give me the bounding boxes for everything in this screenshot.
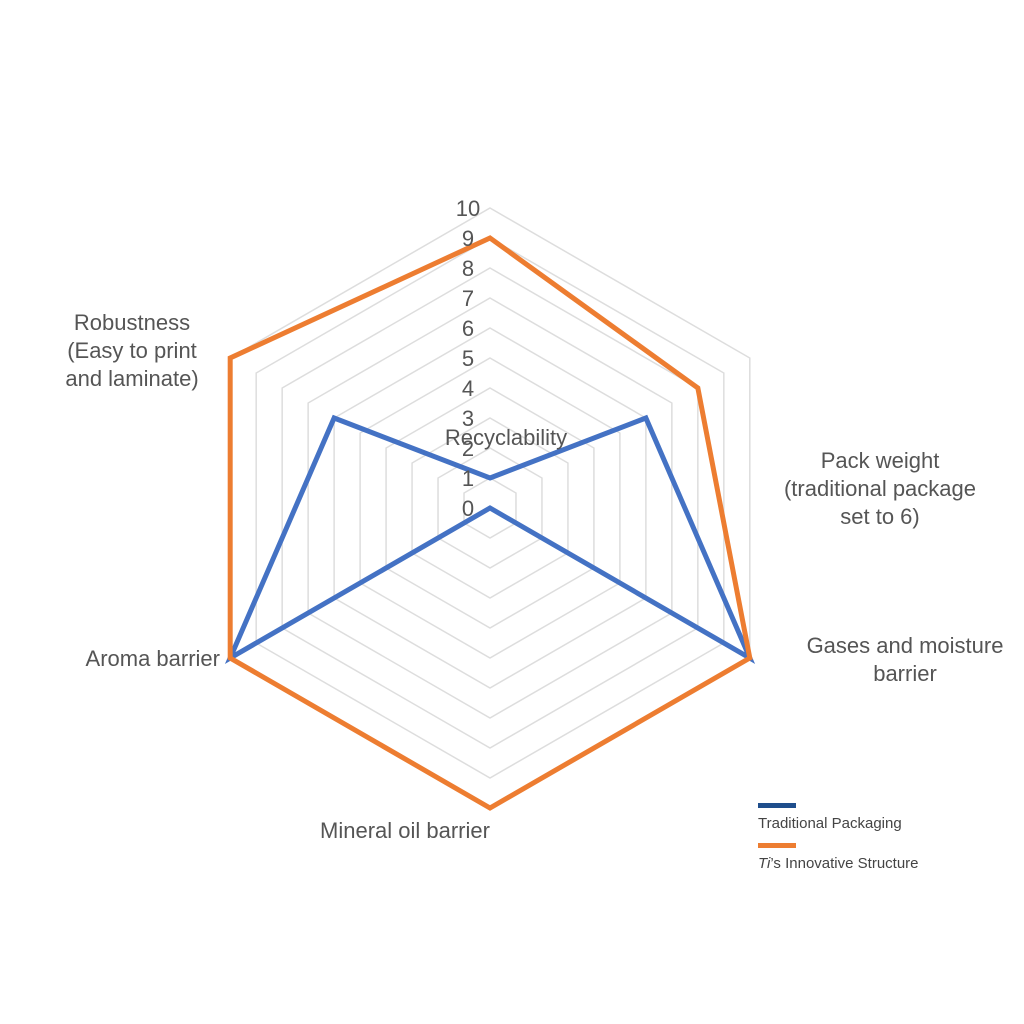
series-line-0 (224, 414, 756, 664)
tick-label: 8 (462, 256, 474, 281)
grid-ring-2 (437, 447, 543, 569)
axis-label: Gases and moisture barrier (807, 633, 1004, 686)
tick-label: 9 (462, 226, 474, 251)
grid-ring-5 (359, 357, 621, 659)
legend-swatch-innovative (758, 843, 796, 848)
axis-label: Recyclability (445, 425, 567, 450)
axis-labels: Recyclability Pack weight (traditional pac… (65, 310, 1003, 843)
tick-label: 0 (462, 496, 474, 521)
legend-label-innovative-italic: Ti (758, 855, 771, 872)
legend-label-innovative: Ti’s Innovative Structure (758, 855, 919, 872)
legend-item-innovative: Ti’s Innovative Structure (758, 840, 1018, 880)
grid-ring-7 (307, 297, 673, 719)
tick-label: 10 (456, 196, 480, 221)
grid-ring-1 (463, 477, 517, 539)
legend: Traditional Packaging Ti’s Innovative St… (758, 800, 1018, 880)
legend-item-traditional: Traditional Packaging (758, 800, 1018, 840)
tick-label: 2 (462, 436, 474, 461)
tick-label: 7 (462, 286, 474, 311)
tick-label: 3 (462, 406, 474, 431)
tick-label: 1 (462, 466, 474, 491)
axis-label: Pack weight (traditional package set to 6) (784, 448, 976, 529)
legend-label-innovative-rest: ’s Innovative Structure (770, 855, 919, 872)
tick-label: 4 (462, 376, 474, 401)
legend-swatch-traditional (758, 803, 796, 808)
axis-label: Aroma barrier (86, 646, 220, 671)
series-line-1 (227, 235, 753, 811)
grid-ring-3 (411, 417, 569, 599)
axis-label: Mineral oil barrier (320, 818, 490, 843)
axis-label: Robustness (Easy to print and laminate) (65, 310, 198, 391)
series-layer (224, 235, 756, 811)
grid-ring-4 (385, 387, 595, 629)
tick-label: 6 (462, 316, 474, 341)
tick-label: 5 (462, 346, 474, 371)
grid-ring-9 (255, 237, 725, 779)
tick-labels: 0 1 2 3 4 5 6 7 8 9 10 (456, 196, 480, 521)
legend-label-traditional: Traditional Packaging (758, 815, 902, 832)
